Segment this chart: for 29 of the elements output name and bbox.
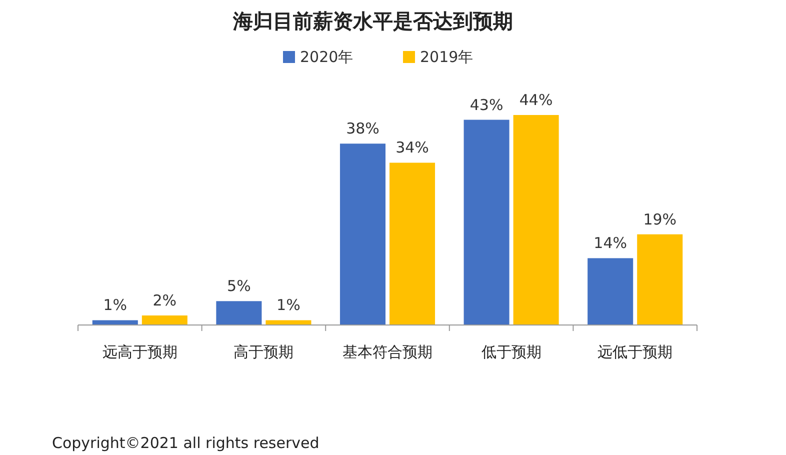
bar [464,120,510,325]
data-label: 14% [594,234,628,252]
data-label: 1% [276,296,300,314]
legend-label: 2020年 [300,48,354,66]
bar [513,115,559,325]
x-tick-label: 远低于预期 [598,343,673,361]
bar [390,162,436,325]
bar [266,320,312,325]
x-tick-label: 低于预期 [481,343,542,361]
legend-label: 2019年 [420,48,474,66]
chart-title: 海归目前薪资水平是否达到预期 [232,9,513,33]
x-tick-label: 高于预期 [234,343,294,361]
bar [216,301,262,325]
bar [588,258,634,325]
x-tick-label: 远高于预期 [102,343,178,361]
data-label: 1% [103,296,128,314]
bar [637,234,683,325]
x-tick-label: 基本符合预期 [342,343,432,361]
data-label: 34% [396,138,429,157]
text: Copyright©2021 all rights reserved [52,434,320,452]
data-label: 19% [643,210,677,228]
bar [340,144,386,325]
bar [142,315,188,325]
data-label: 5% [227,277,251,296]
data-label: 38% [346,120,380,138]
data-label: 43% [470,96,504,114]
bar [92,320,138,325]
data-label: 44% [519,91,553,109]
data-label: 2% [152,291,177,310]
